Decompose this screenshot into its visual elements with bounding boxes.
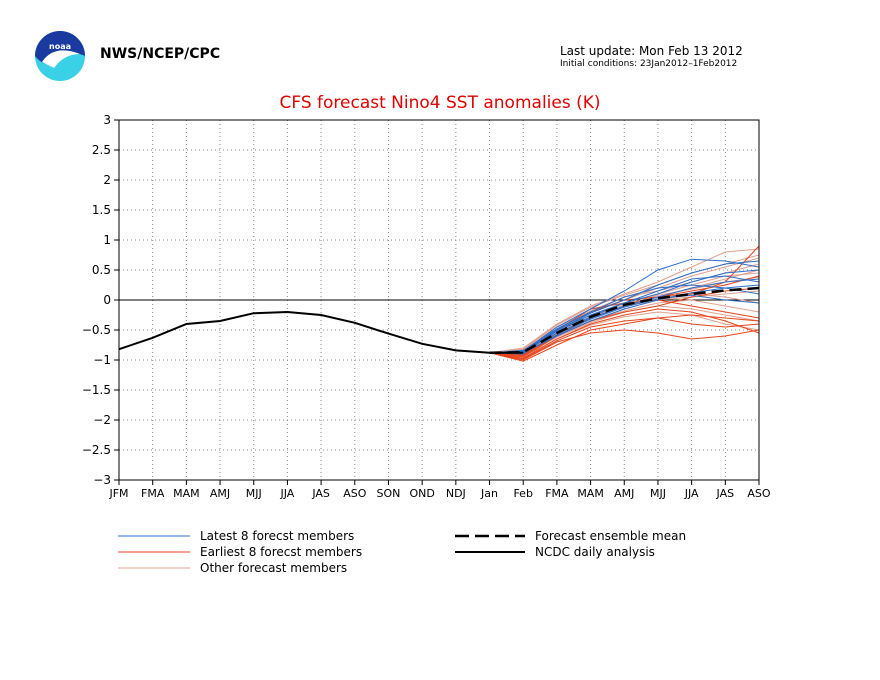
x-tick-label: ASO <box>747 487 771 500</box>
y-tick-label: −2 <box>93 413 111 427</box>
x-tick-label: MAM <box>173 487 200 500</box>
noaa-logo-icon: noaa <box>35 31 85 81</box>
ensemble-mean-line <box>489 286 760 355</box>
x-tick-label: SON <box>377 487 401 500</box>
x-tick-label: JJA <box>684 487 699 500</box>
y-tick-label: −3 <box>93 473 111 487</box>
x-tick-label: JFM <box>108 487 128 500</box>
series-analysis <box>118 310 524 354</box>
x-tick-label: JAS <box>311 487 330 500</box>
x-tick-label: Jan <box>480 487 498 500</box>
svg-text:noaa: noaa <box>49 42 71 51</box>
y-tick-label: 2.5 <box>92 143 111 157</box>
latest-member-line-6 <box>489 284 760 354</box>
legend: Latest 8 forecst members Earliest 8 fore… <box>118 529 686 575</box>
y-tick-label: −1.5 <box>82 383 111 397</box>
other-member-line-1 <box>489 248 760 354</box>
earliest-member-line-8 <box>489 317 760 360</box>
series-latest-members <box>489 258 760 355</box>
y-tick-label: 0 <box>103 293 111 307</box>
y-tick-label: 3 <box>103 113 111 127</box>
x-tick-label: FMA <box>141 487 165 500</box>
x-tick-label: AMJ <box>210 487 230 500</box>
earliest-member-line-3 <box>489 287 760 358</box>
legend-label-analysis: NCDC daily analysis <box>535 545 655 559</box>
legend-label-other: Other forecast members <box>200 561 347 575</box>
legend-label-mean: Forecast ensemble mean <box>535 529 686 543</box>
earliest-member-line-4 <box>489 314 760 362</box>
y-tick-label: 2 <box>103 173 111 187</box>
x-tick-label: JAS <box>716 487 735 500</box>
earliest-member-line-6 <box>489 308 760 359</box>
initial-conditions: Initial conditions: 23Jan2012–1Feb2012 <box>560 59 738 69</box>
x-tick-label: JJA <box>280 487 295 500</box>
y-tick-label: 1 <box>103 233 111 247</box>
x-tick-label: MAM <box>577 487 604 500</box>
analysis-line <box>118 310 524 354</box>
y-tick-label: −1 <box>93 353 111 367</box>
x-tick-label: FMA <box>545 487 569 500</box>
last-update: Last update: Mon Feb 13 2012 <box>560 44 743 58</box>
y-tick-label: −0.5 <box>82 323 111 337</box>
series-ensemble-mean <box>489 286 760 355</box>
org-label: NWS/NCEP/CPC <box>100 46 221 62</box>
chart-title: CFS forecast Nino4 SST anomalies (K) <box>279 93 600 113</box>
legend-label-latest: Latest 8 forecst members <box>200 529 354 543</box>
x-tick-label: MJJ <box>246 487 262 500</box>
x-tick-label: AMJ <box>614 487 634 500</box>
x-tick-label: MJJ <box>650 487 666 500</box>
y-tick-label: 0.5 <box>92 263 111 277</box>
x-axis: JFM FMA MAM AMJ MJJ JJA JAS ASO SON OND NDJ Jan Feb F… <box>108 480 771 500</box>
y-axis: 3 2.5 2 1.5 1 0.5 0 −0.5 −1 −1.5 −2 −2.5 −3 <box>82 113 119 487</box>
x-tick-label: Feb <box>513 487 532 500</box>
x-tick-label: OND <box>409 487 434 500</box>
earliest-member-line-1 <box>489 329 760 361</box>
x-tick-label: NDJ <box>446 487 466 500</box>
other-member-line-8 <box>489 311 760 357</box>
y-tick-label: 1.5 <box>92 203 111 217</box>
legend-label-earliest: Earliest 8 forecst members <box>200 545 362 559</box>
x-tick-label: ASO <box>343 487 367 500</box>
y-tick-label: −2.5 <box>82 443 111 457</box>
